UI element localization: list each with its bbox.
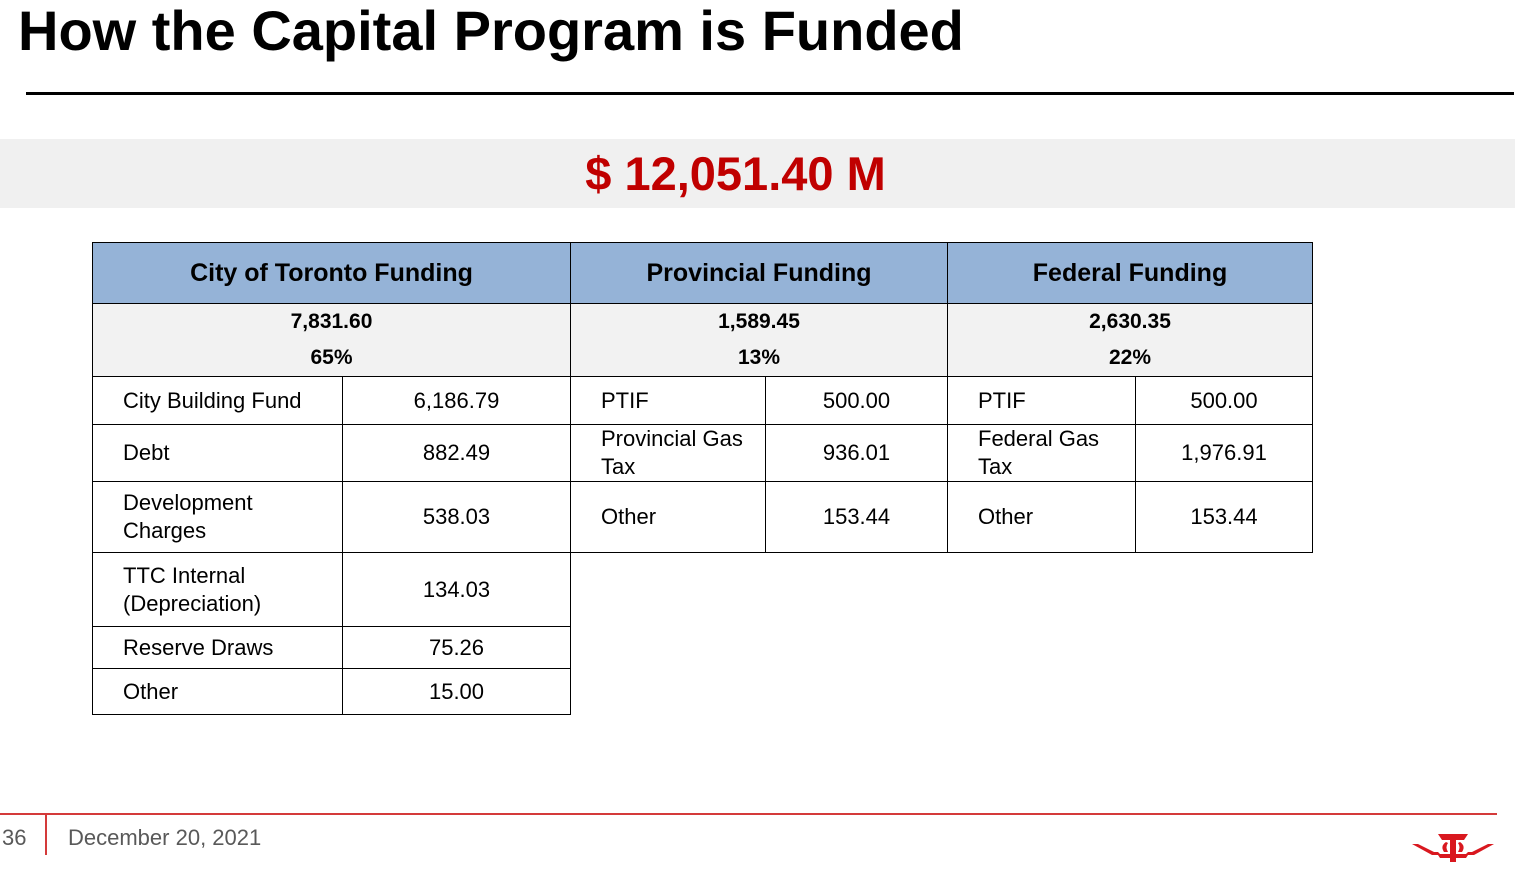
slide-title: How the Capital Program is Funded <box>18 0 964 62</box>
federal-row-value: 153.44 <box>1135 481 1313 553</box>
footer-divider <box>45 815 47 855</box>
provincial-row-label: Other <box>570 481 766 553</box>
ttc-logo-icon <box>1412 834 1494 862</box>
city-row-label: Other <box>92 668 343 715</box>
federal-row-label: Federal Gas Tax <box>947 424 1136 482</box>
city-row-label: Reserve Draws <box>92 626 343 669</box>
city-row-value: 15.00 <box>342 668 571 715</box>
city-row-label: TTC Internal (Depreciation) <box>92 552 343 627</box>
city-row-value: 882.49 <box>342 424 571 482</box>
city-funding-percent: 65% <box>310 346 353 369</box>
table-row: TTC Internal (Depreciation) 134.03 <box>92 552 1313 627</box>
provincial-row-label: Provincial Gas Tax <box>570 424 766 482</box>
federal-funding-percent: 22% <box>1108 346 1152 369</box>
city-funding-header: City of Toronto Funding <box>92 242 571 304</box>
empty-cell <box>571 553 1313 627</box>
table-row: Development Charges 538.03 Other 153.44 … <box>92 481 1313 553</box>
federal-row-value: 500.00 <box>1135 376 1313 425</box>
city-row-value: 75.26 <box>342 626 571 669</box>
city-row-value: 6,186.79 <box>342 376 571 425</box>
provincial-funding-amount: 1,589.45 <box>718 310 800 333</box>
table-row: Debt 882.49 Provincial Gas Tax 936.01 Fe… <box>92 424 1313 482</box>
footer-rule <box>0 813 1497 815</box>
provincial-row-value: 153.44 <box>765 481 948 553</box>
city-row-label: City Building Fund <box>92 376 343 425</box>
federal-funding-amount: 2,630.35 <box>1089 310 1171 333</box>
table-row: Reserve Draws 75.26 <box>92 626 1313 669</box>
federal-row-label: PTIF <box>947 376 1136 425</box>
city-row-value: 538.03 <box>342 481 571 553</box>
city-funding-summary: 7,831.60 65% <box>92 303 571 377</box>
provincial-row-value: 936.01 <box>765 424 948 482</box>
table-row: Other 15.00 <box>92 668 1313 715</box>
summary-row: 7,831.60 65% 1,589.45 13% 2,630.35 22% <box>92 303 1313 377</box>
federal-funding-header: Federal Funding <box>947 242 1313 304</box>
federal-funding-summary: 2,630.35 22% <box>947 303 1313 377</box>
empty-cell <box>571 627 1313 669</box>
footer-date: December 20, 2021 <box>68 825 262 850</box>
city-row-value: 134.03 <box>342 552 571 627</box>
funding-table: City of Toronto Funding Provincial Fundi… <box>92 242 1313 715</box>
table-row: City Building Fund 6,186.79 PTIF 500.00 … <box>92 376 1313 425</box>
total-amount: $ 12,051.40 M <box>585 147 886 200</box>
total-band <box>0 139 1515 208</box>
city-row-label: Debt <box>92 424 343 482</box>
city-funding-amount: 7,831.60 <box>290 310 373 333</box>
provincial-funding-header: Provincial Funding <box>570 242 948 304</box>
city-row-label: Development Charges <box>92 481 343 553</box>
page-number: 36 <box>2 825 27 850</box>
federal-row-value: 1,976.91 <box>1135 424 1313 482</box>
provincial-row-value: 500.00 <box>765 376 948 425</box>
empty-cell <box>571 669 1313 715</box>
header-row: City of Toronto Funding Provincial Fundi… <box>92 242 1313 304</box>
federal-row-label: Other <box>947 481 1136 553</box>
provincial-row-label: PTIF <box>570 376 766 425</box>
provincial-funding-percent: 13% <box>737 346 781 369</box>
title-divider <box>26 92 1514 95</box>
provincial-funding-summary: 1,589.45 13% <box>570 303 948 377</box>
